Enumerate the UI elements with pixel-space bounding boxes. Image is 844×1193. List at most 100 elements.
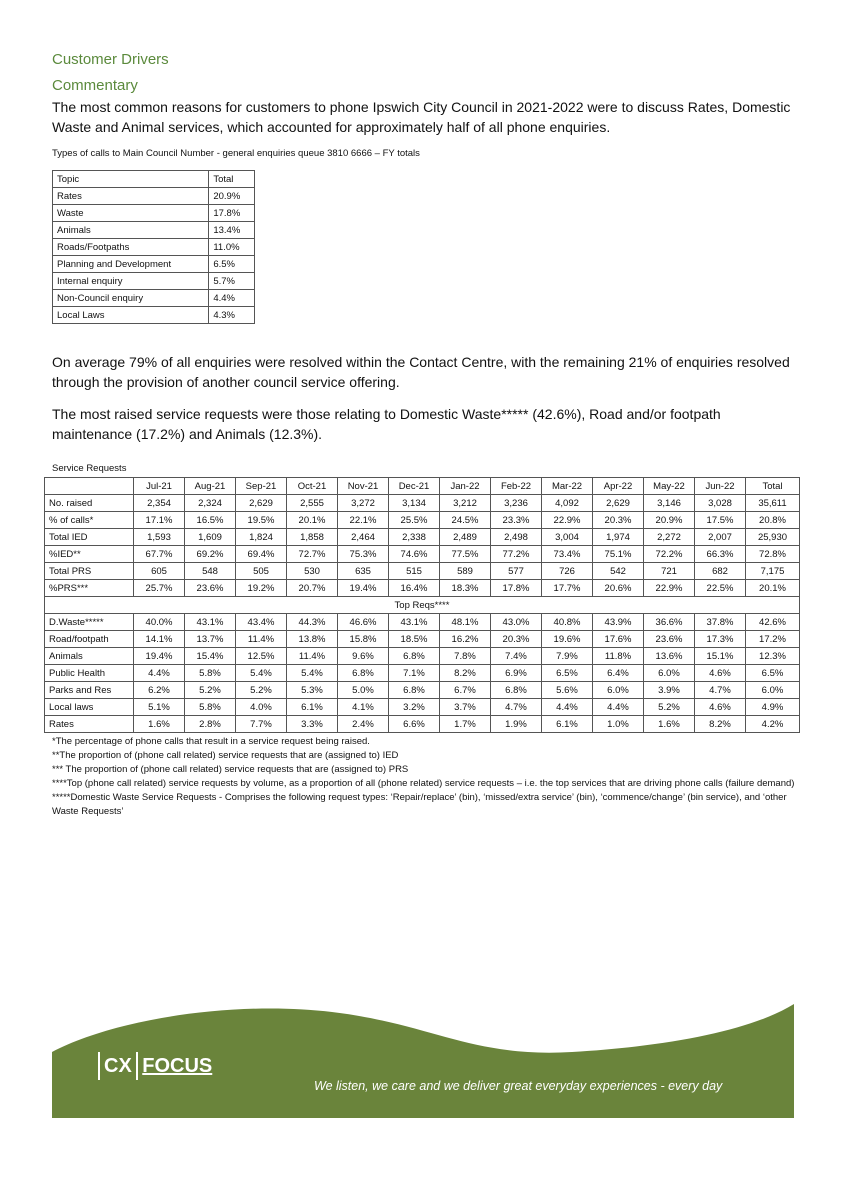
value-cell: 6.8% — [388, 647, 440, 665]
value-cell: 635 — [337, 562, 389, 580]
value-cell: 5.2% — [235, 681, 287, 699]
column-header: Sep-21 — [235, 477, 287, 495]
value-cell: 42.6% — [745, 613, 800, 631]
table-row: D.Waste***** 40.0% 43.1% 43.4% 44.3% 46.6% 43.… — [44, 613, 800, 631]
service-requests-paragraph: The most raised service requests were th… — [52, 406, 721, 442]
value-cell: 6.2% — [133, 681, 185, 699]
value-cell: 721 — [643, 562, 695, 580]
value-cell: 6.6% — [388, 715, 440, 733]
value-cell: 4.6% — [694, 698, 746, 716]
footer-banner — [52, 1004, 794, 1118]
table-row: Animals 19.4% 15.4% 12.5% 11.4% 9.6% 6.8% 7.8% 7… — [44, 647, 800, 665]
value-cell: 16.5% — [184, 511, 236, 529]
value-cell: 74.6% — [388, 545, 440, 563]
value-cell: 9.6% — [337, 647, 389, 665]
value-cell: 25.5% — [388, 511, 440, 529]
row-label: %PRS*** — [44, 579, 134, 597]
value-cell: 8.2% — [694, 715, 746, 733]
table-row: Animals 13.4% — [51, 221, 255, 239]
value-cell: 11.4% — [235, 630, 287, 648]
column-header — [44, 477, 134, 495]
value-cell: 2,272 — [643, 528, 695, 546]
topic-cell: Internal enquiry — [51, 272, 210, 290]
value-cell: 36.6% — [643, 613, 695, 631]
value-cell: 3,004 — [541, 528, 593, 546]
footnote: *The percentage of phone calls that resu… — [52, 736, 370, 747]
value-cell: 18.3% — [439, 579, 491, 597]
cx-focus-logo: CX FOCUS — [98, 1052, 212, 1080]
table-row: Road/footpath 14.1% 13.7% 11.4% 13.8% 15.8% 18… — [44, 630, 800, 648]
value-cell: 20.1% — [286, 511, 338, 529]
value-cell: 3.9% — [643, 681, 695, 699]
value-cell: 11.8% — [592, 647, 644, 665]
value-cell: 12.3% — [745, 647, 800, 665]
value-cell: 5.6% — [541, 681, 593, 699]
value-cell: 2,555 — [286, 494, 338, 512]
table-row: Total IED 1,593 1,609 1,824 1,858 2,464 2,338 2… — [44, 528, 800, 546]
value-cell: 1,974 — [592, 528, 644, 546]
row-label: Total PRS — [44, 562, 134, 580]
value-cell: 6.4% — [592, 664, 644, 682]
value-cell: 13.7% — [184, 630, 236, 648]
column-header: Apr-22 — [592, 477, 644, 495]
total-cell: 4.4% — [208, 289, 255, 307]
value-cell: 726 — [541, 562, 593, 580]
value-cell: 24.5% — [439, 511, 491, 529]
total-cell: 5.7% — [208, 272, 255, 290]
value-cell: 6.1% — [541, 715, 593, 733]
row-label: No. raised — [44, 494, 134, 512]
value-cell: 6.7% — [439, 681, 491, 699]
value-cell: 2,338 — [388, 528, 440, 546]
value-cell: 16.2% — [439, 630, 491, 648]
value-cell: 20.1% — [745, 579, 800, 597]
value-cell: 13.6% — [643, 647, 695, 665]
value-cell: 23.6% — [643, 630, 695, 648]
value-cell: 548 — [184, 562, 236, 580]
value-cell: 7.1% — [388, 664, 440, 682]
row-label: Parks and Res — [44, 681, 134, 699]
value-cell: 4.9% — [745, 698, 800, 716]
topics-table: Topic Total Rates 20.9% Waste 17.8% Animals 13.… — [51, 170, 255, 324]
value-cell: 72.8% — [745, 545, 800, 563]
value-cell: 577 — [490, 562, 542, 580]
row-label: Rates — [44, 715, 134, 733]
value-cell: 2,464 — [337, 528, 389, 546]
value-cell: 1,858 — [286, 528, 338, 546]
total-cell: 6.5% — [208, 255, 255, 273]
value-cell: 73.4% — [541, 545, 593, 563]
value-cell: 72.7% — [286, 545, 338, 563]
value-cell: 7,175 — [745, 562, 800, 580]
value-cell: 12.5% — [235, 647, 287, 665]
table-row: Non-Council enquiry 4.4% — [51, 289, 255, 307]
row-label: % of calls* — [44, 511, 134, 529]
value-cell: 7.9% — [541, 647, 593, 665]
value-cell: 5.8% — [184, 698, 236, 716]
value-cell: 6.0% — [643, 664, 695, 682]
topic-cell: Non-Council enquiry — [51, 289, 210, 307]
value-cell: 5.8% — [184, 664, 236, 682]
section-heading: Customer Drivers — [52, 51, 169, 68]
column-header: Aug-21 — [184, 477, 236, 495]
total-cell: 13.4% — [208, 221, 255, 239]
table-row: % of calls* 17.1% 16.5% 19.5% 20.1% 22.1% 25.5… — [44, 511, 800, 529]
value-cell: 17.5% — [694, 511, 746, 529]
value-cell: 48.1% — [439, 613, 491, 631]
value-cell: 15.8% — [337, 630, 389, 648]
value-cell: 66.3% — [694, 545, 746, 563]
topics-caption: Types of calls to Main Council Number - … — [52, 148, 420, 159]
value-cell: 15.4% — [184, 647, 236, 665]
value-cell: 4,092 — [541, 494, 593, 512]
value-cell: 6.1% — [286, 698, 338, 716]
value-cell: 23.6% — [184, 579, 236, 597]
total-cell: 4.3% — [208, 306, 255, 324]
column-header: May-22 — [643, 477, 695, 495]
table-row: Rates 20.9% — [51, 187, 255, 205]
column-header: Nov-21 — [337, 477, 389, 495]
table-row: Planning and Development 6.5% — [51, 255, 255, 273]
value-cell: 25.7% — [133, 579, 185, 597]
intro-paragraph: The most common reasons for customers to… — [52, 99, 791, 135]
value-cell: 4.4% — [541, 698, 593, 716]
table-row: Local Laws 4.3% — [51, 306, 255, 324]
value-cell: 77.2% — [490, 545, 542, 563]
value-cell: 20.6% — [592, 579, 644, 597]
